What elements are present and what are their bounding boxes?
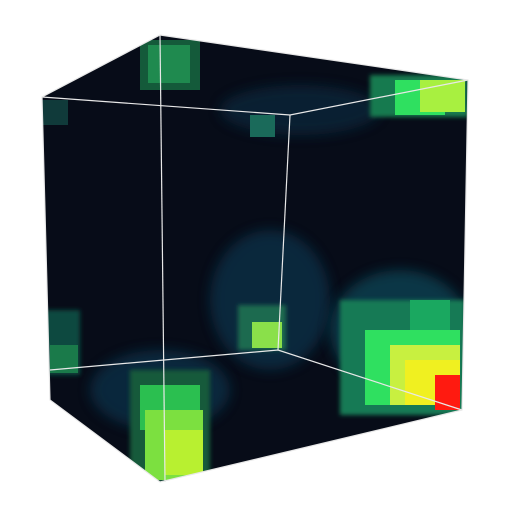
voxel [42,100,68,125]
edge [49,349,463,411]
voxel [148,45,190,83]
wireframe [41,34,469,483]
voxel [250,115,275,137]
glow-regions [42,40,468,482]
voxel [435,375,460,410]
voxel [252,322,282,348]
voxel [410,300,450,330]
edge [277,114,291,351]
voxel [165,430,203,475]
edge [159,34,166,483]
outline [41,34,469,483]
haze [220,85,380,135]
